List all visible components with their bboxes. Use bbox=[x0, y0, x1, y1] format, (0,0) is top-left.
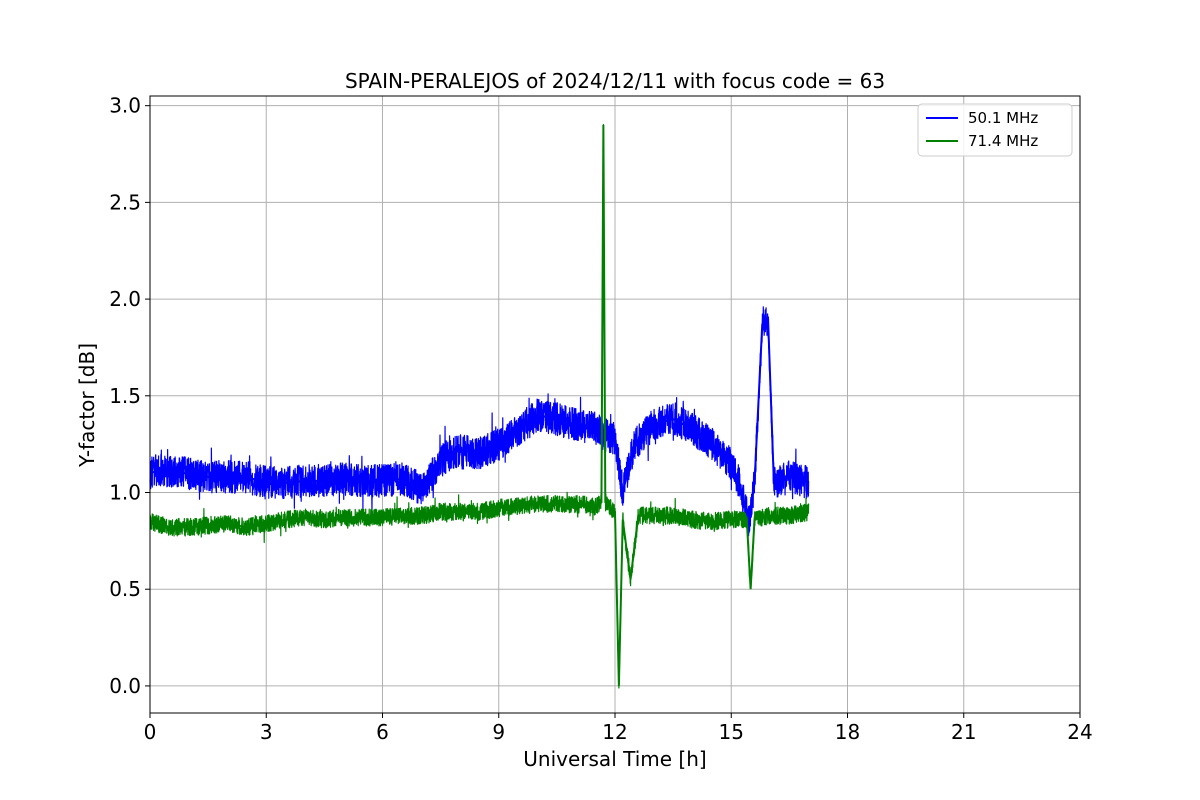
x-tick-label: 9 bbox=[492, 720, 505, 744]
y-tick-label: 0.0 bbox=[109, 674, 141, 698]
x-tick-label: 18 bbox=[835, 720, 860, 744]
y-tick-label: 3.0 bbox=[109, 94, 141, 118]
y-tick-label: 2.5 bbox=[109, 190, 141, 214]
legend-label-series-1: 50.1 MHz bbox=[968, 109, 1038, 127]
x-tick-label: 6 bbox=[376, 720, 389, 744]
y-tick-label: 2.0 bbox=[109, 287, 141, 311]
x-tick-label: 15 bbox=[719, 720, 744, 744]
x-axis-ticks: 0 3 6 9 12 15 18 21 24 bbox=[144, 713, 1093, 744]
series-trend-1 bbox=[149, 316, 810, 522]
plot-series bbox=[149, 123, 810, 689]
y-tick-label: 1.0 bbox=[109, 481, 141, 505]
x-tick-label: 0 bbox=[144, 720, 157, 744]
series-trend-2 bbox=[149, 125, 809, 686]
y-axis-label: Y-factor [dB] bbox=[75, 343, 99, 468]
y-tick-label: 0.5 bbox=[109, 577, 141, 601]
chart-title: SPAIN-PERALEJOS of 2024/12/11 with focus… bbox=[345, 69, 885, 93]
series-line-1 bbox=[149, 306, 810, 537]
x-tick-label: 3 bbox=[260, 720, 273, 744]
x-tick-label: 24 bbox=[1067, 720, 1092, 744]
x-tick-label: 12 bbox=[602, 720, 627, 744]
legend-label-series-2: 71.4 MHz bbox=[968, 132, 1038, 150]
x-tick-label: 21 bbox=[951, 720, 976, 744]
y-tick-label: 1.5 bbox=[109, 384, 141, 408]
legend: 50.1 MHz 71.4 MHz bbox=[917, 103, 1073, 157]
y-axis-ticks: 0.0 0.5 1.0 1.5 2.0 2.5 3.0 bbox=[109, 94, 150, 698]
x-axis-label: Universal Time [h] bbox=[523, 747, 706, 771]
